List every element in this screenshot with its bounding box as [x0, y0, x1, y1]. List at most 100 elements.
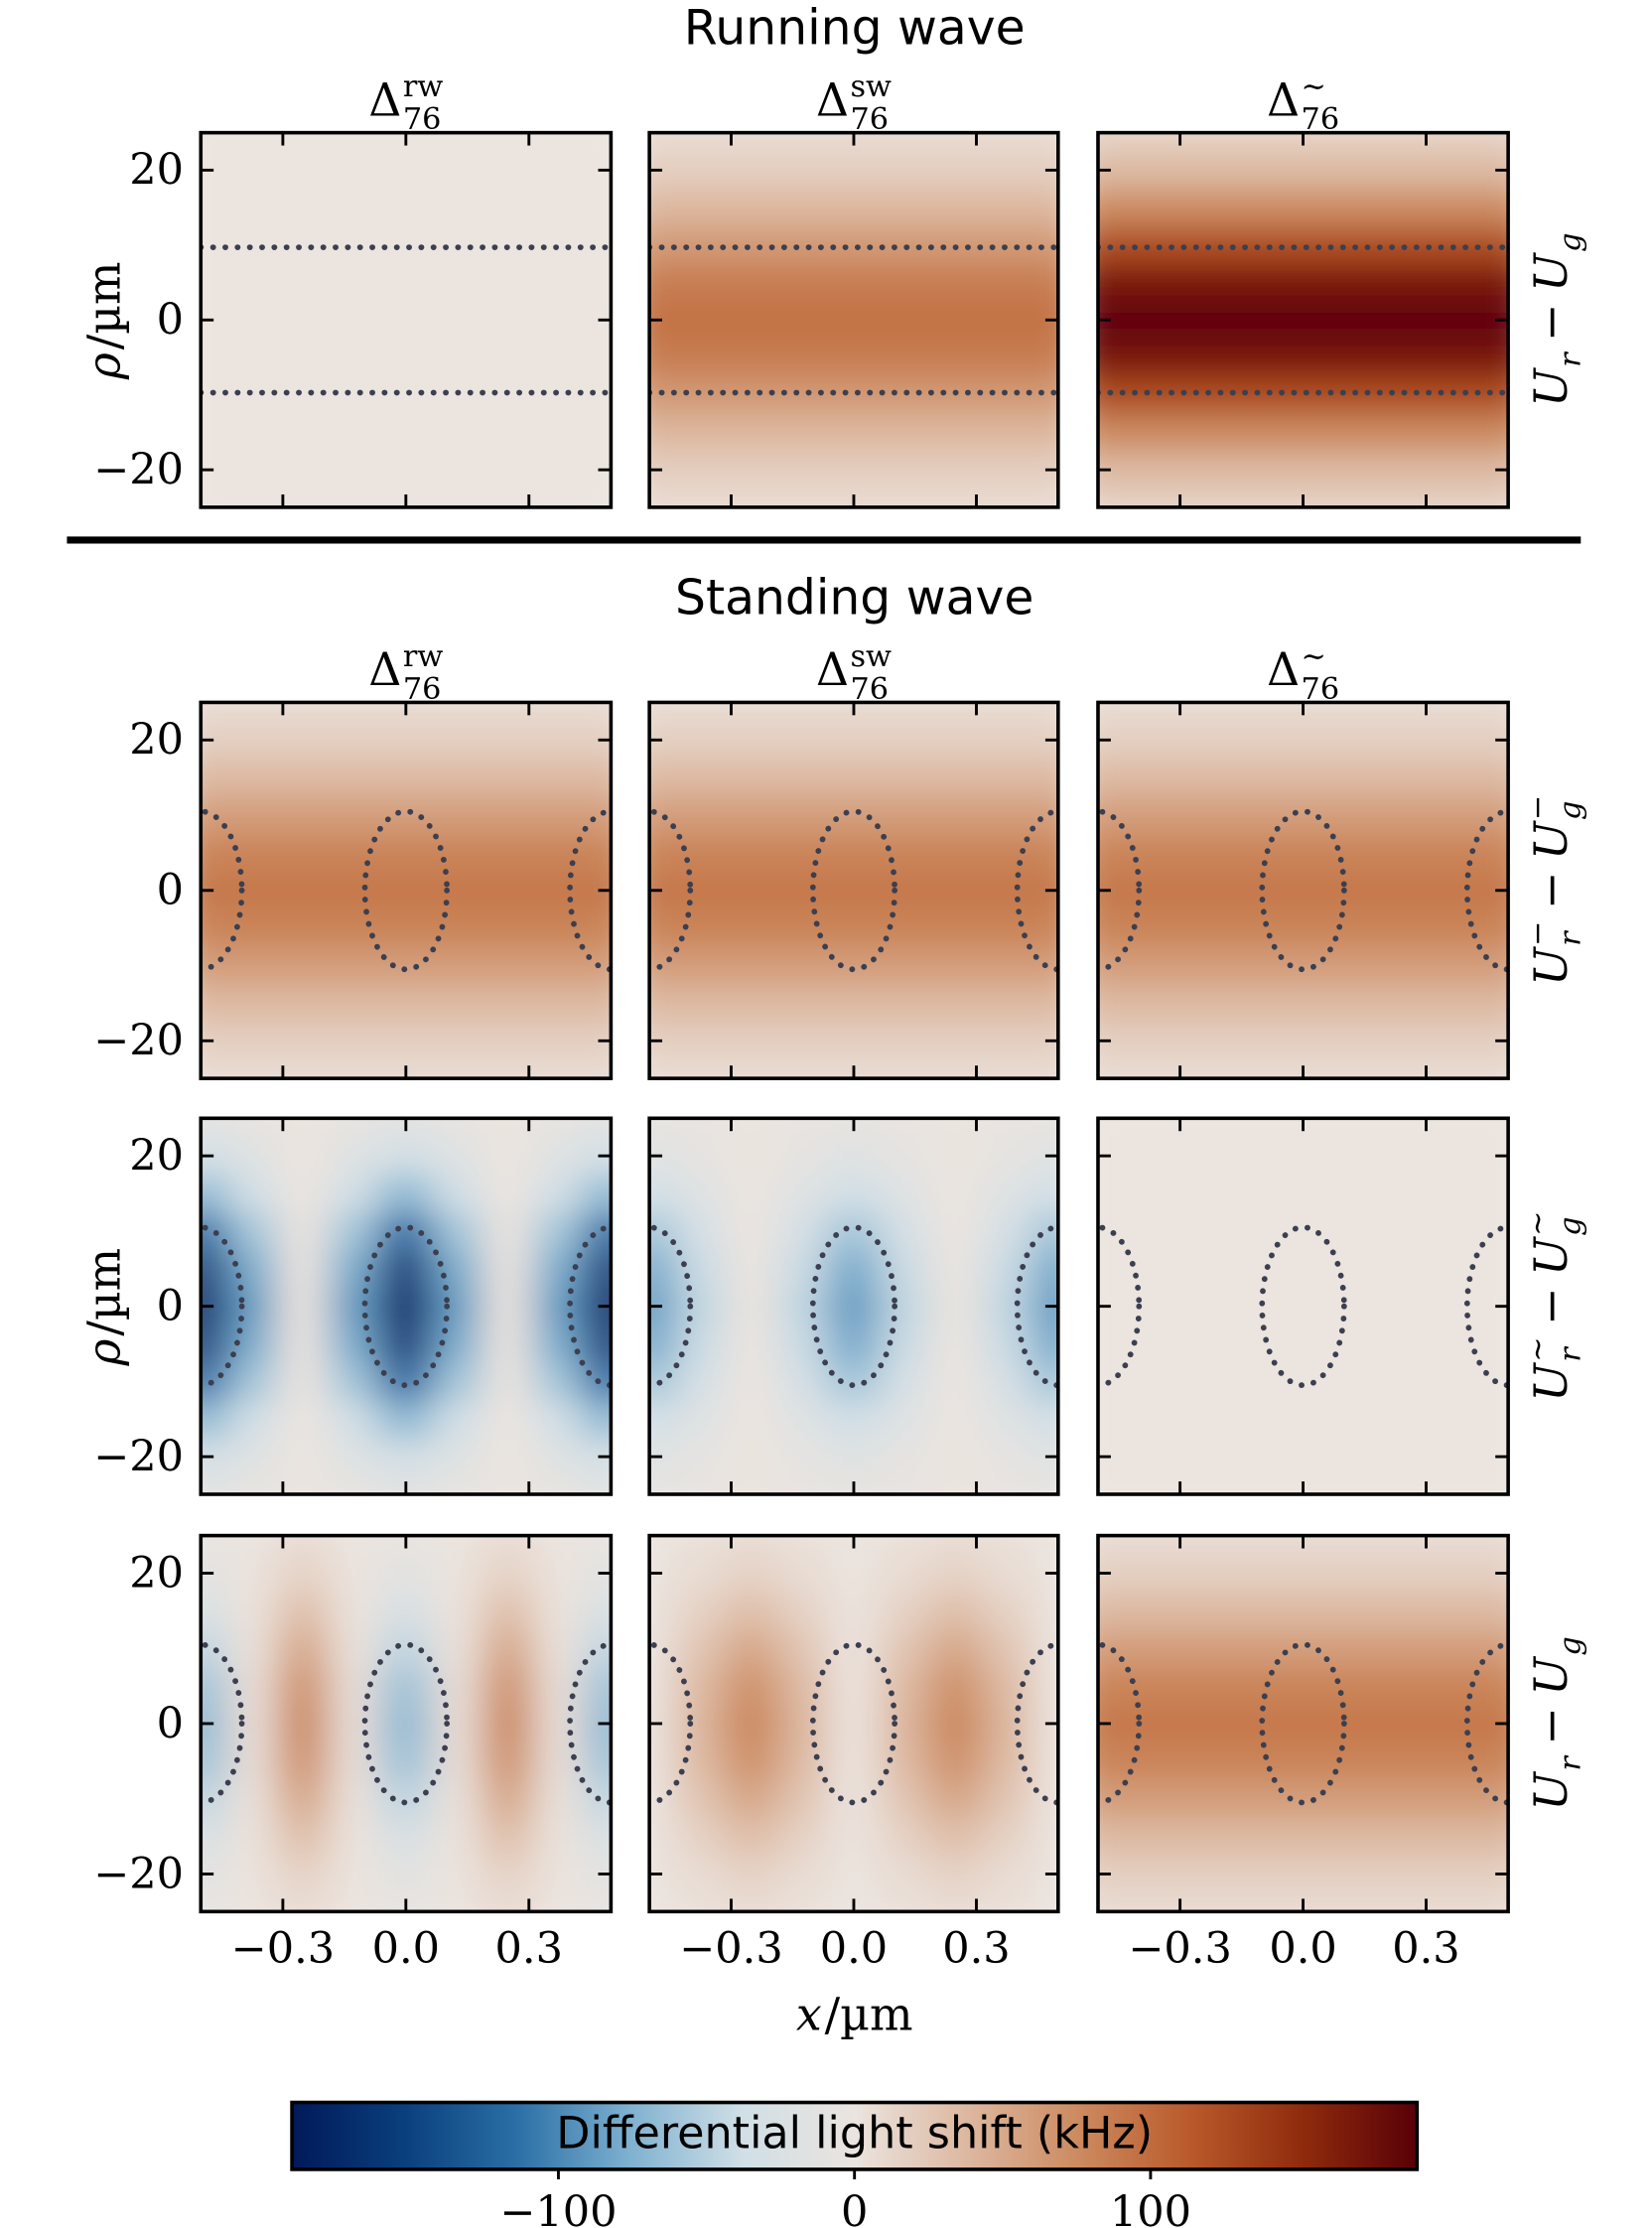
heatmap-cell — [1277, 262, 1330, 303]
heatmap-cell — [1481, 1323, 1509, 1364]
label-unit: /µm — [76, 1248, 130, 1336]
heatmap-cell — [1032, 1249, 1058, 1289]
heatmap-cell — [533, 338, 587, 377]
heatmap-cell — [379, 1211, 433, 1251]
heatmap-cell — [1123, 1628, 1176, 1668]
heatmap-cell — [1123, 188, 1176, 227]
heatmap-cell — [379, 450, 433, 489]
heatmap-cell — [674, 132, 728, 153]
heatmap-cell — [482, 1058, 535, 1079]
heatmap-cell — [980, 720, 1033, 760]
contour-ellipse — [361, 1641, 451, 1806]
heatmap-cell — [1123, 412, 1176, 453]
heatmap-cell — [1225, 1741, 1279, 1781]
x-axis-label: x/µm — [796, 1987, 913, 2040]
heatmap-cell — [674, 1553, 728, 1594]
math-sup: rw — [403, 70, 443, 104]
heatmap-cell — [1277, 1136, 1330, 1176]
heatmap-cell — [482, 487, 535, 507]
heatmap-cell — [328, 262, 381, 303]
heatmap-cell — [328, 1591, 381, 1630]
heatmap-cell — [1277, 225, 1330, 265]
heatmap-cell — [1481, 1474, 1509, 1495]
heatmap-cell — [379, 758, 433, 797]
heatmap-cell — [980, 487, 1033, 507]
heatmap-cell — [1225, 1816, 1279, 1857]
heatmap-cell — [430, 795, 484, 835]
heatmap-cell — [379, 1437, 433, 1476]
heatmap — [201, 1118, 612, 1495]
heatmap-cell — [929, 1118, 983, 1138]
heatmap-cell — [1097, 1058, 1125, 1079]
heatmap-cell — [201, 702, 227, 723]
heatmap-cell — [533, 1704, 587, 1743]
heatmap-cell — [277, 132, 331, 153]
heatmap-cell — [201, 188, 227, 227]
heatmap-cell — [430, 1628, 484, 1668]
heatmap-cell — [1379, 1058, 1433, 1079]
heatmap-cell — [725, 300, 778, 340]
heatmap-cell — [1173, 1058, 1227, 1079]
heatmap-cell — [277, 188, 331, 227]
heatmap-cell — [980, 1174, 1033, 1213]
heatmap-cell — [584, 1741, 612, 1781]
heatmap-cell — [225, 871, 279, 910]
heatmap-cell — [201, 908, 227, 948]
heatmap-cell — [225, 262, 279, 303]
heatmap-cell — [1032, 1323, 1058, 1364]
heatmap-cell — [776, 150, 829, 190]
heatmap-cell — [1097, 132, 1125, 153]
heatmap-cell — [482, 795, 535, 835]
heatmap-cell — [1097, 262, 1125, 303]
heatmap-cell — [1123, 300, 1176, 340]
heatmap-cell — [1379, 1535, 1433, 1556]
heatmap-cell — [827, 1628, 881, 1668]
heatmap-cell — [328, 1779, 381, 1819]
heatmap-cell — [1173, 1174, 1227, 1213]
heatmap-cell — [430, 412, 484, 453]
x-tick-label: 0.3 — [495, 1924, 563, 1974]
heatmap-cell — [878, 1118, 931, 1138]
heatmap-cell — [277, 1323, 331, 1364]
heatmap-cell — [1225, 945, 1279, 986]
heatmap-cell — [776, 758, 829, 797]
heatmap-cell — [674, 1535, 728, 1556]
contour-ellipse — [1259, 1224, 1347, 1389]
heatmap-cell — [827, 720, 881, 760]
heatmap-cell — [725, 1174, 778, 1213]
heatmap-cell — [328, 945, 381, 986]
heatmap-cell — [980, 450, 1033, 489]
heatmap-cell — [482, 338, 535, 377]
heatmap-cell — [1277, 871, 1330, 910]
heatmap-cell — [1430, 338, 1484, 377]
heatmap-cell — [1032, 758, 1058, 797]
heatmap-cell — [1123, 702, 1176, 723]
heatmap-cell — [725, 1361, 778, 1402]
heatmap-cell — [1225, 1553, 1279, 1594]
heatmap-cell — [1481, 188, 1509, 227]
math-sup: ∼ — [1521, 1210, 1556, 1235]
heatmap-cell — [1097, 758, 1125, 797]
heatmap-cell — [328, 300, 381, 340]
heatmap-cell — [1430, 1474, 1484, 1495]
heatmap-cell — [277, 338, 331, 377]
heatmap-cell — [674, 1136, 728, 1176]
y-tick-label: 0 — [157, 1282, 184, 1331]
heatmap-cell — [328, 1854, 381, 1894]
colorbar-tick-label: 0 — [841, 2187, 868, 2228]
heatmap-cell — [1327, 945, 1381, 986]
heatmap-cell — [277, 1666, 331, 1706]
math-base: ρ — [76, 1338, 130, 1366]
heatmap-cell — [430, 487, 484, 507]
heatmap-cell — [674, 487, 728, 507]
heatmap-cell — [379, 225, 433, 265]
heatmap-cell — [482, 1591, 535, 1630]
heatmap-cell — [482, 1249, 535, 1289]
heatmap-cell — [674, 833, 728, 873]
heatmap-cell — [776, 795, 829, 835]
heatmap-cell — [482, 1136, 535, 1176]
heatmap-cell — [1327, 1437, 1381, 1476]
heatmap-cells — [1097, 702, 1509, 1079]
heatmap-cell — [878, 300, 931, 340]
heatmap-cell — [827, 1816, 881, 1857]
